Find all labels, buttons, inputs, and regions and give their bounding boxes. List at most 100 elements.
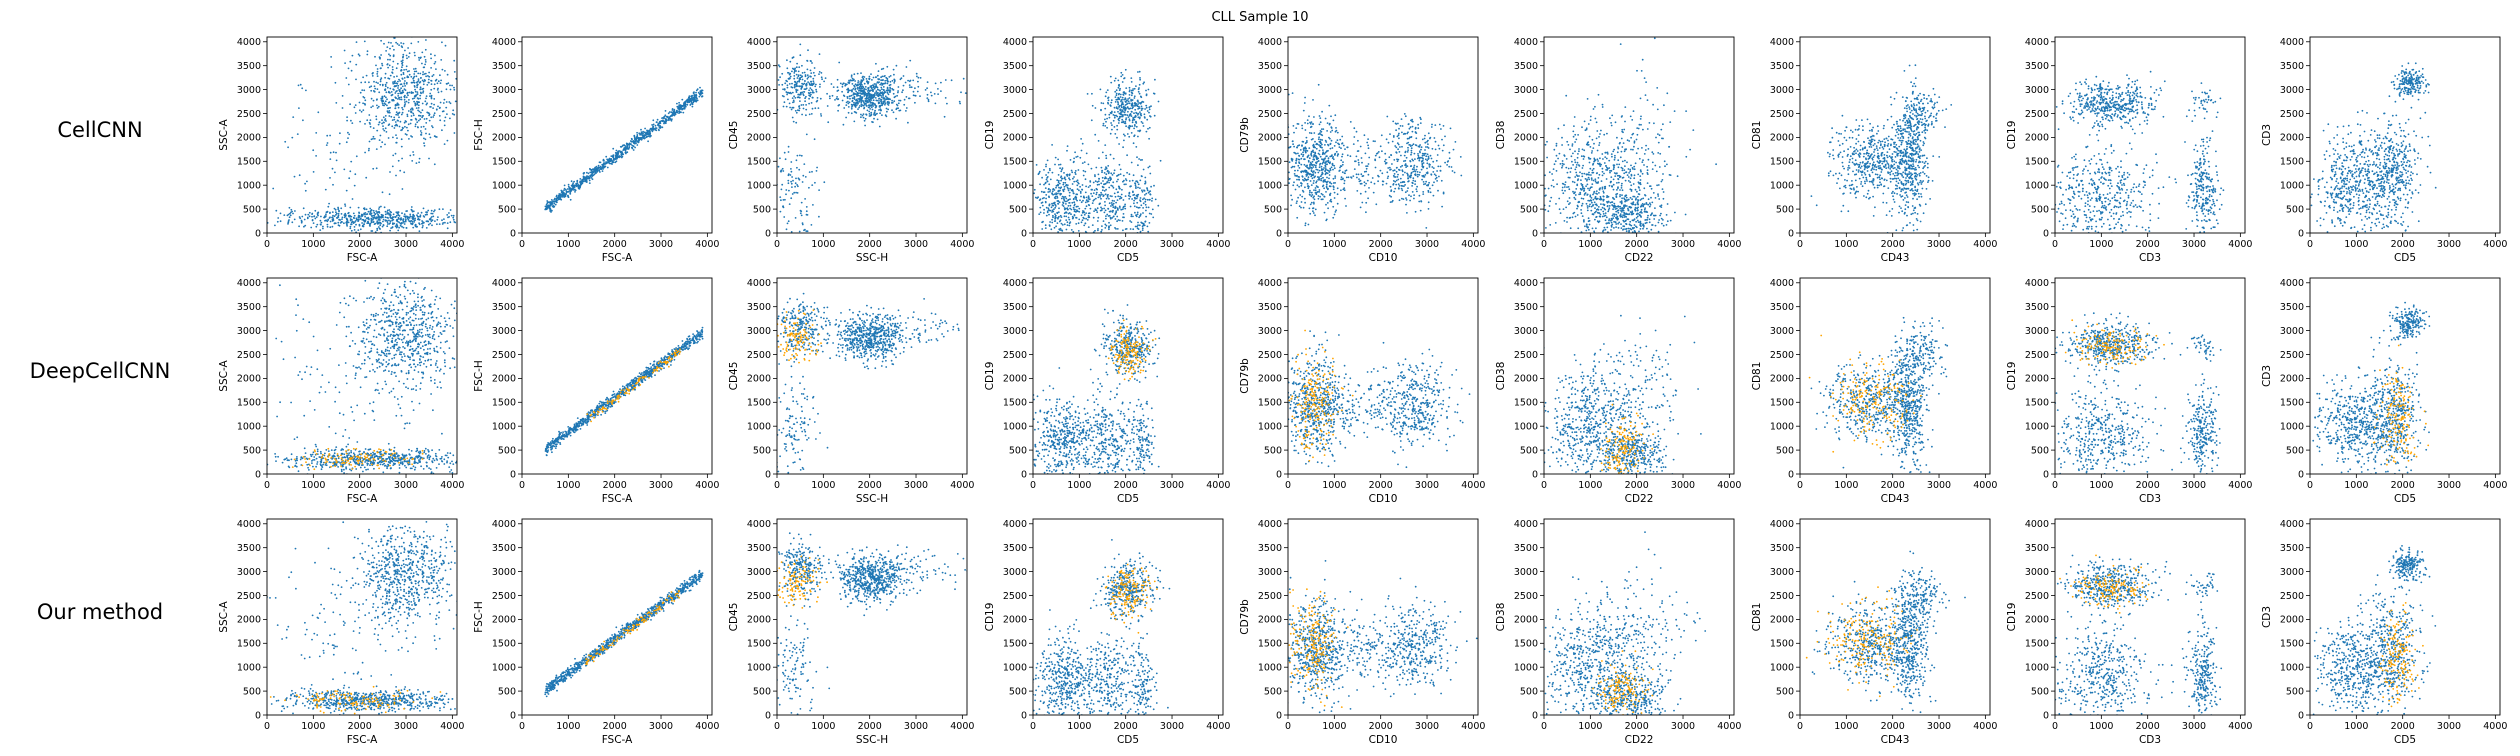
point-population	[448, 101, 451, 103]
point-population	[395, 141, 398, 144]
point-population	[329, 158, 332, 160]
point-population	[370, 106, 373, 109]
point-population	[605, 161, 608, 164]
point-population	[1279, 145, 1281, 147]
point-population	[1122, 110, 1124, 113]
point-population	[1130, 115, 1133, 117]
point-population	[1102, 186, 1105, 189]
point-population	[1041, 176, 1043, 179]
point-population	[1297, 164, 1300, 167]
point-population	[1056, 222, 1059, 225]
point-population	[449, 209, 452, 211]
point-population	[1046, 176, 1049, 178]
point-population	[1319, 121, 1322, 124]
point-population	[360, 213, 363, 216]
point-population	[851, 105, 854, 107]
point-population	[431, 253, 433, 255]
point-population	[399, 224, 402, 227]
x-tick-label: 1000	[1067, 239, 1091, 250]
point-population	[390, 115, 393, 118]
point-population	[1149, 190, 1152, 193]
point-population	[1083, 213, 1086, 216]
point-population	[800, 201, 803, 204]
point-population	[810, 72, 813, 74]
point-population	[401, 212, 403, 215]
point-population	[1096, 211, 1099, 214]
point-population	[343, 168, 346, 171]
x-tick-label: 1000	[811, 239, 835, 250]
point-population	[418, 230, 421, 233]
point-population	[291, 136, 294, 139]
point-population	[677, 106, 680, 108]
point-population	[599, 161, 602, 164]
point-population	[559, 196, 562, 199]
point-population	[1075, 156, 1078, 158]
point-population	[1159, 159, 1162, 162]
point-population	[1142, 82, 1145, 85]
point-population	[1044, 227, 1047, 230]
point-population	[897, 107, 899, 110]
point-population	[1116, 175, 1118, 177]
point-population	[772, 85, 774, 87]
point-population	[824, 77, 827, 79]
point-population	[573, 189, 575, 191]
point-population	[629, 140, 632, 142]
point-population	[1128, 264, 1130, 266]
point-population	[347, 67, 350, 70]
point-population	[853, 96, 856, 99]
point-population	[359, 120, 361, 123]
point-population	[357, 218, 359, 221]
point-population	[341, 216, 344, 219]
point-population	[864, 117, 867, 120]
point-population	[1131, 198, 1133, 200]
point-population	[1023, 225, 1025, 227]
point-population	[1066, 221, 1069, 224]
point-population	[805, 95, 807, 98]
point-population	[786, 84, 789, 87]
point-population	[960, 91, 962, 94]
point-population	[438, 107, 441, 109]
point-population	[418, 161, 420, 164]
point-population	[820, 76, 823, 79]
point-population	[1090, 167, 1093, 170]
point-population	[284, 140, 287, 143]
point-population	[1139, 159, 1142, 161]
point-population	[777, 79, 780, 81]
point-population	[842, 123, 845, 126]
point-population	[1135, 194, 1138, 197]
point-population	[1038, 172, 1040, 175]
point-population	[681, 98, 684, 101]
point-population	[1110, 122, 1112, 124]
point-population	[895, 108, 898, 111]
point-population	[1131, 119, 1134, 122]
y-tick-label: 1000	[747, 180, 771, 191]
point-population	[326, 134, 329, 137]
point-population	[1312, 171, 1314, 174]
point-population	[896, 94, 898, 97]
point-population	[336, 238, 338, 240]
point-population	[390, 91, 393, 93]
point-population	[788, 203, 791, 206]
point-population	[1132, 228, 1135, 231]
point-population	[663, 120, 665, 123]
point-population	[436, 89, 439, 91]
point-population	[1102, 180, 1104, 182]
point-population	[563, 192, 566, 195]
point-population	[368, 224, 371, 227]
point-population	[886, 110, 888, 113]
point-population	[325, 144, 328, 146]
point-population	[811, 90, 814, 92]
point-population	[395, 223, 398, 226]
point-population	[864, 124, 866, 127]
point-population	[320, 221, 323, 224]
point-population	[791, 82, 793, 85]
point-population	[388, 111, 391, 114]
point-population	[433, 163, 436, 166]
point-population	[419, 81, 422, 83]
point-population	[1091, 92, 1093, 95]
point-population	[1066, 184, 1069, 187]
point-population	[1116, 115, 1119, 118]
point-population	[363, 40, 366, 43]
point-population	[898, 99, 900, 102]
point-population	[358, 224, 361, 227]
